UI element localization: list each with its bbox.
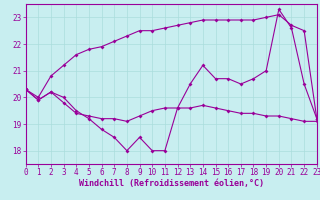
X-axis label: Windchill (Refroidissement éolien,°C): Windchill (Refroidissement éolien,°C) xyxy=(79,179,264,188)
